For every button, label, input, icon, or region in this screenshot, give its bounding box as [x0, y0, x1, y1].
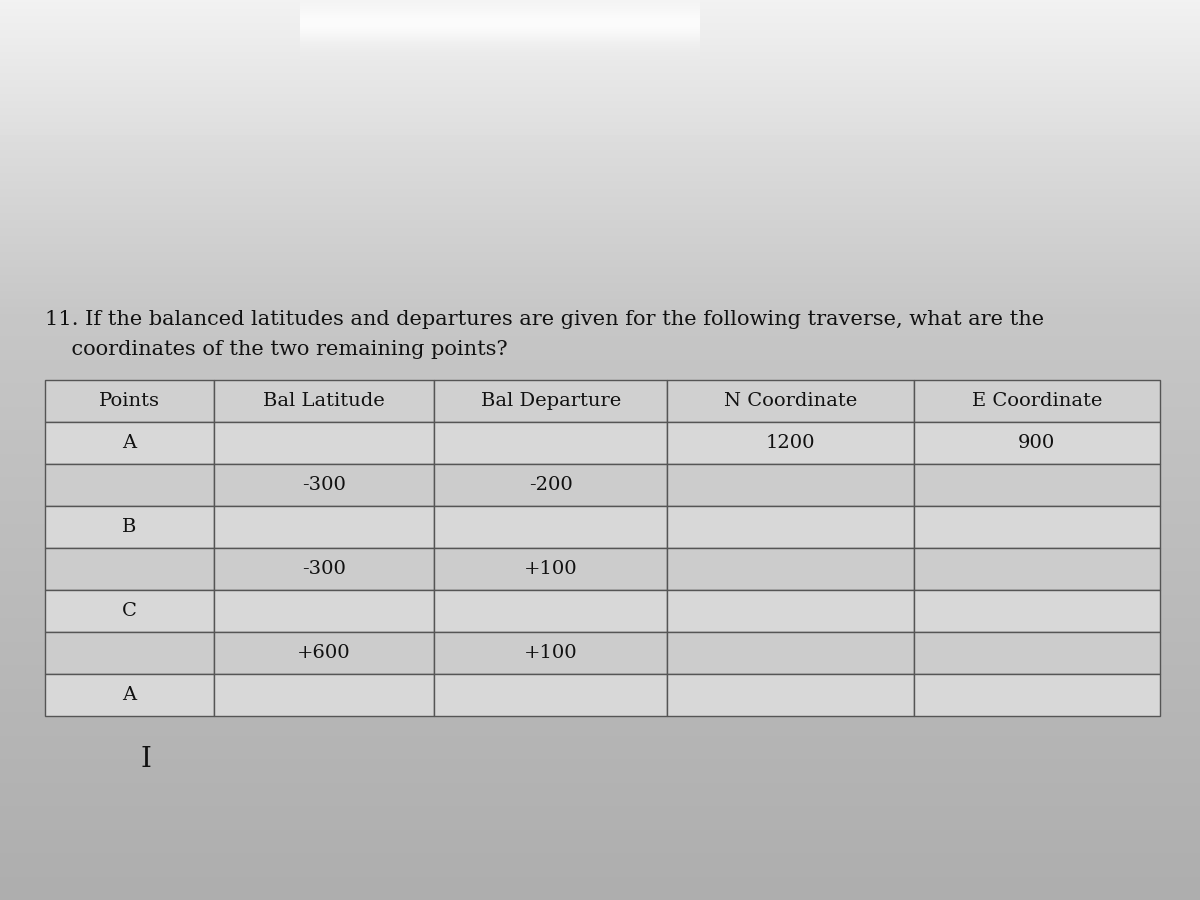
Text: Bal Latitude: Bal Latitude: [263, 392, 385, 410]
Text: 11. If the balanced latitudes and departures are given for the following travers: 11. If the balanced latitudes and depart…: [46, 310, 1044, 329]
Bar: [46, 632, 214, 674]
Bar: [46, 506, 214, 548]
Bar: [667, 674, 913, 716]
Bar: [434, 464, 667, 506]
Bar: [434, 632, 667, 674]
Bar: [913, 674, 1160, 716]
Text: C: C: [122, 602, 137, 620]
Bar: [667, 506, 913, 548]
Bar: [667, 464, 913, 506]
Bar: [46, 674, 214, 716]
Bar: [214, 590, 434, 632]
Bar: [667, 590, 913, 632]
Bar: [434, 590, 667, 632]
Bar: [214, 548, 434, 590]
Bar: [913, 422, 1160, 464]
Bar: [913, 506, 1160, 548]
Bar: [434, 674, 667, 716]
Text: Bal Departure: Bal Departure: [480, 392, 620, 410]
Text: 900: 900: [1019, 434, 1056, 452]
Text: +600: +600: [296, 644, 350, 662]
Text: I: I: [140, 746, 151, 773]
Bar: [667, 632, 913, 674]
Bar: [214, 674, 434, 716]
Text: B: B: [122, 518, 137, 536]
Bar: [434, 548, 667, 590]
Text: A: A: [122, 434, 137, 452]
Bar: [46, 380, 214, 422]
Text: -200: -200: [529, 476, 572, 494]
Bar: [214, 380, 434, 422]
Bar: [667, 422, 913, 464]
Bar: [913, 632, 1160, 674]
Bar: [913, 464, 1160, 506]
Text: coordinates of the two remaining points?: coordinates of the two remaining points?: [46, 340, 508, 359]
Bar: [46, 422, 214, 464]
Bar: [46, 590, 214, 632]
Bar: [434, 422, 667, 464]
Bar: [913, 590, 1160, 632]
Bar: [667, 548, 913, 590]
Text: +100: +100: [524, 560, 577, 578]
Text: +100: +100: [524, 644, 577, 662]
Bar: [46, 548, 214, 590]
Text: -300: -300: [302, 476, 346, 494]
Text: 1200: 1200: [766, 434, 815, 452]
Text: Points: Points: [98, 392, 160, 410]
Bar: [913, 380, 1160, 422]
Bar: [434, 380, 667, 422]
Bar: [46, 464, 214, 506]
Bar: [214, 464, 434, 506]
Bar: [434, 506, 667, 548]
Text: E Coordinate: E Coordinate: [972, 392, 1102, 410]
Text: -300: -300: [302, 560, 346, 578]
Text: A: A: [122, 686, 137, 704]
Bar: [214, 422, 434, 464]
Text: N Coordinate: N Coordinate: [724, 392, 857, 410]
Bar: [214, 632, 434, 674]
Bar: [214, 506, 434, 548]
Bar: [913, 548, 1160, 590]
Bar: [667, 380, 913, 422]
